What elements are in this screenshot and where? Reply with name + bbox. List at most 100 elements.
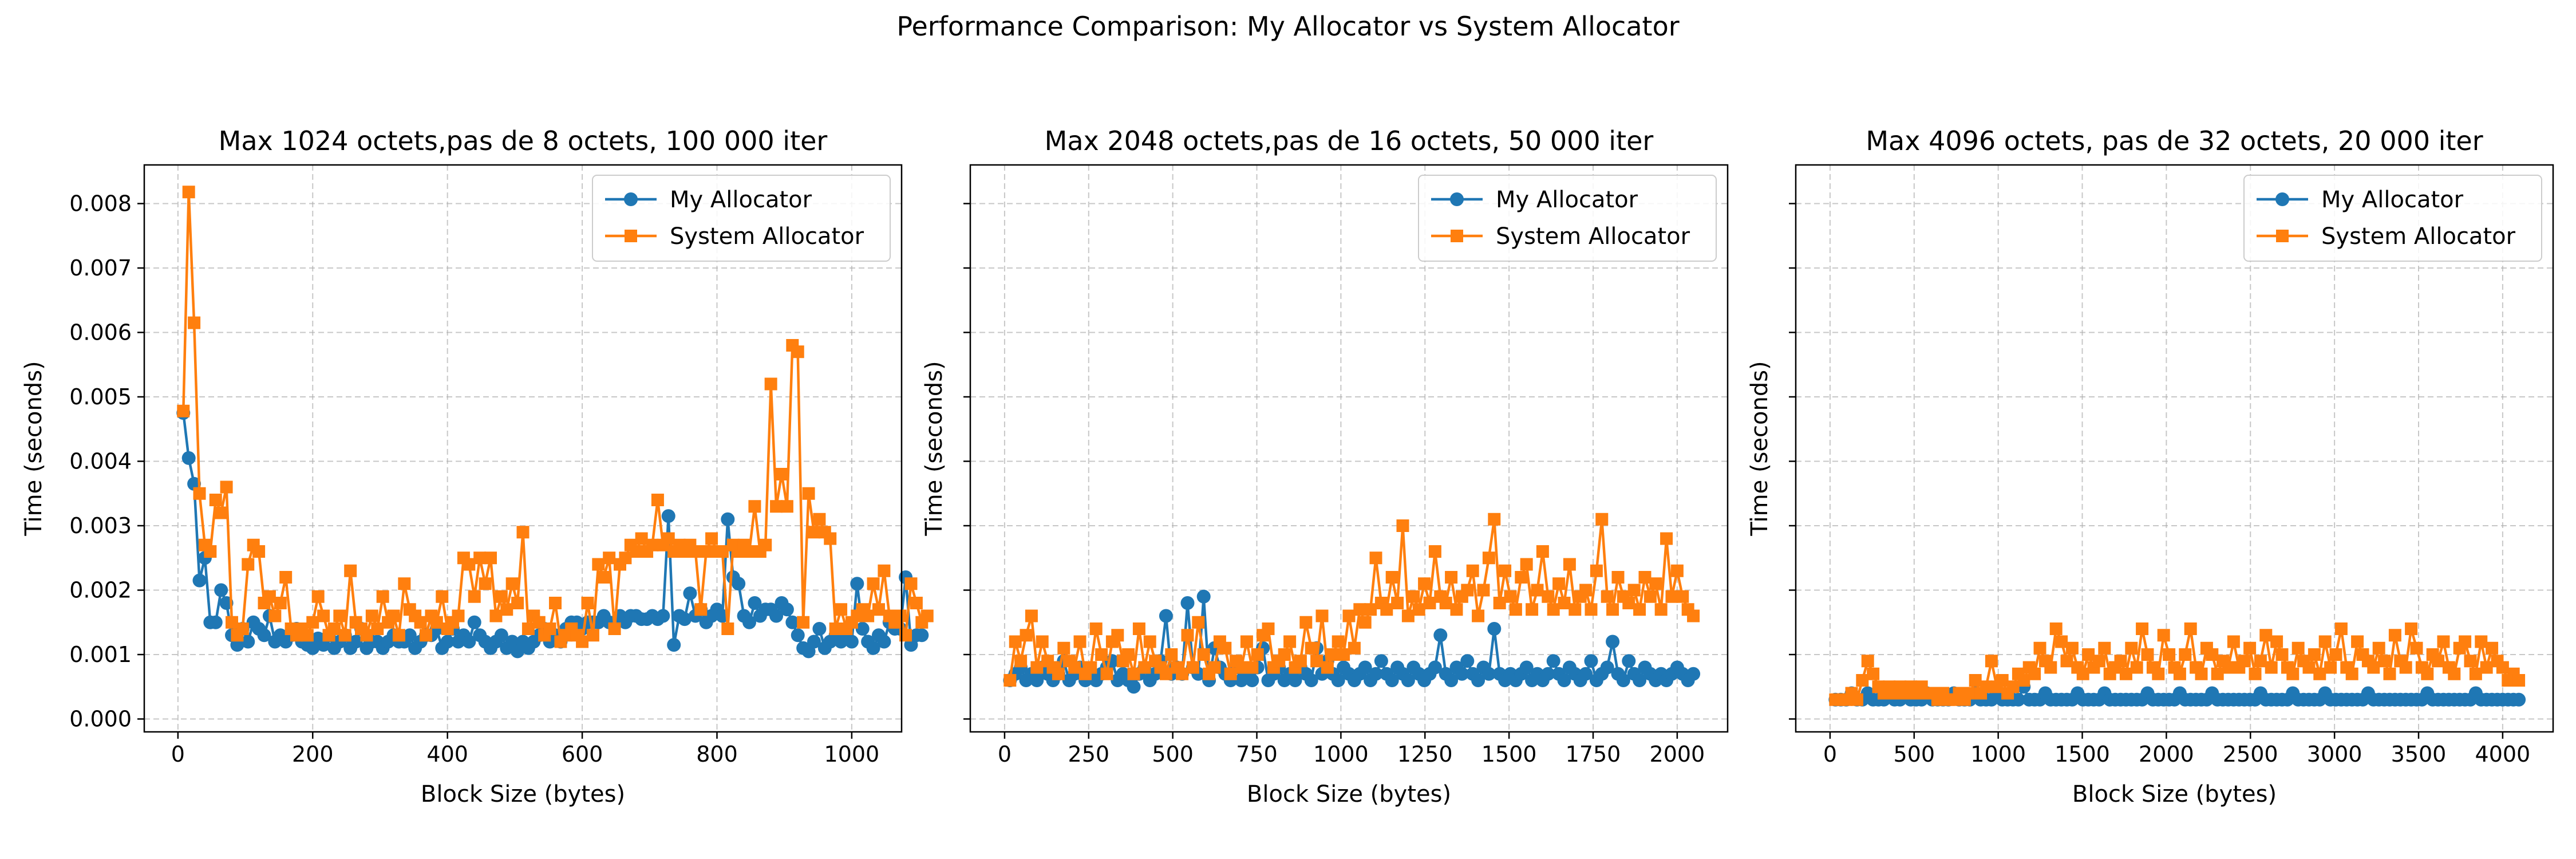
series-my-allocator xyxy=(1003,589,1701,694)
data-point xyxy=(1418,577,1431,590)
data-point xyxy=(2065,641,2079,655)
data-point xyxy=(214,583,228,597)
legend: My Allocator System Allocator xyxy=(592,175,891,262)
data-point xyxy=(844,635,859,649)
x-tick-label: 200 xyxy=(292,742,334,767)
data-point xyxy=(1439,597,1452,609)
data-point xyxy=(894,609,907,622)
data-point xyxy=(2291,641,2305,655)
x-tick-label: 1000 xyxy=(1313,742,1369,767)
y-axis-label: Time (seconds) xyxy=(921,361,947,536)
data-point xyxy=(1030,673,1044,687)
data-point xyxy=(1606,635,1620,649)
data-point xyxy=(1224,667,1237,680)
data-point xyxy=(732,577,746,591)
data-point xyxy=(1850,693,1863,706)
data-point xyxy=(775,468,788,480)
data-point xyxy=(2302,661,2316,674)
legend-marker xyxy=(625,230,637,242)
data-point xyxy=(436,590,449,603)
panel-1: Max 1024 octets,pas de 8 octets, 100 000… xyxy=(21,125,934,807)
data-point xyxy=(2017,674,2030,687)
y-tick-label: 0.002 xyxy=(69,578,132,603)
data-point xyxy=(2243,641,2257,655)
x-tick-label: 2500 xyxy=(2223,742,2278,767)
data-point xyxy=(1531,584,1544,597)
data-point xyxy=(1181,629,1194,642)
panel-2: Max 2048 octets,pas de 16 octets, 50 000… xyxy=(921,125,1729,807)
data-point xyxy=(2055,635,2068,648)
data-point xyxy=(2227,635,2240,648)
panel-3: Max 4096 octets, pas de 32 octets, 20 00… xyxy=(1747,125,2554,807)
data-point xyxy=(2399,661,2412,674)
data-point xyxy=(360,629,373,642)
data-point xyxy=(635,532,648,545)
data-point xyxy=(1481,667,1496,681)
data-point xyxy=(479,577,492,590)
data-point xyxy=(236,622,249,635)
data-point xyxy=(1219,641,1232,655)
data-point xyxy=(1353,603,1366,616)
data-point xyxy=(521,622,535,635)
data-point xyxy=(1127,680,1141,694)
data-point xyxy=(1455,667,1469,681)
data-point xyxy=(1595,513,1609,526)
y-tick-label: 0.001 xyxy=(69,642,132,667)
data-point xyxy=(1385,673,1399,687)
data-point xyxy=(661,509,675,523)
data-point xyxy=(2184,622,2197,635)
data-point xyxy=(677,612,692,626)
data-point xyxy=(317,609,330,622)
data-point xyxy=(1321,661,1334,674)
data-point xyxy=(1197,648,1210,661)
data-point xyxy=(824,532,837,545)
legend-label-system-allocator: System Allocator xyxy=(1496,223,1690,250)
data-point xyxy=(850,577,864,591)
data-point xyxy=(1676,590,1689,603)
y-axis-label: Time (seconds) xyxy=(1747,361,1773,536)
x-tick-label: 1000 xyxy=(1970,742,2026,767)
data-point xyxy=(780,500,793,513)
data-point xyxy=(301,629,314,642)
axes-frame xyxy=(143,164,903,733)
data-point xyxy=(192,573,207,588)
data-point xyxy=(402,628,417,643)
data-point xyxy=(920,609,934,622)
axes-frame xyxy=(969,164,1729,733)
data-point xyxy=(619,551,632,565)
data-point xyxy=(1278,648,1291,661)
data-point xyxy=(2254,655,2267,668)
data-point xyxy=(1611,571,1625,584)
data-point xyxy=(208,615,223,629)
data-point xyxy=(1315,609,1329,622)
data-point xyxy=(1687,609,1700,622)
data-point xyxy=(2469,667,2482,680)
data-point xyxy=(1488,513,1501,526)
data-point xyxy=(866,641,880,655)
data-point xyxy=(2049,622,2063,635)
data-point xyxy=(2125,641,2138,655)
data-point xyxy=(344,564,357,577)
data-point xyxy=(371,622,384,635)
legend: My Allocator System Allocator xyxy=(2243,175,2542,262)
data-point xyxy=(452,609,465,622)
legend-label-my-allocator: My Allocator xyxy=(670,187,812,213)
data-point xyxy=(2367,661,2380,674)
data-point xyxy=(1025,609,1038,622)
data-point xyxy=(511,597,524,609)
data-point xyxy=(338,629,351,642)
x-axis-label: Block Size (bytes) xyxy=(421,781,625,807)
x-tick-label: 1500 xyxy=(1481,742,1537,767)
data-point xyxy=(1643,590,1657,603)
data-point xyxy=(1450,603,1463,616)
data-point xyxy=(241,635,255,649)
data-point xyxy=(586,629,599,642)
data-point xyxy=(1686,667,1701,681)
data-point xyxy=(813,513,826,526)
data-point xyxy=(462,635,476,649)
data-point xyxy=(1590,564,1603,577)
legend-label-system-allocator: System Allocator xyxy=(670,223,864,250)
data-point xyxy=(2098,641,2111,655)
data-point xyxy=(1536,545,1549,558)
